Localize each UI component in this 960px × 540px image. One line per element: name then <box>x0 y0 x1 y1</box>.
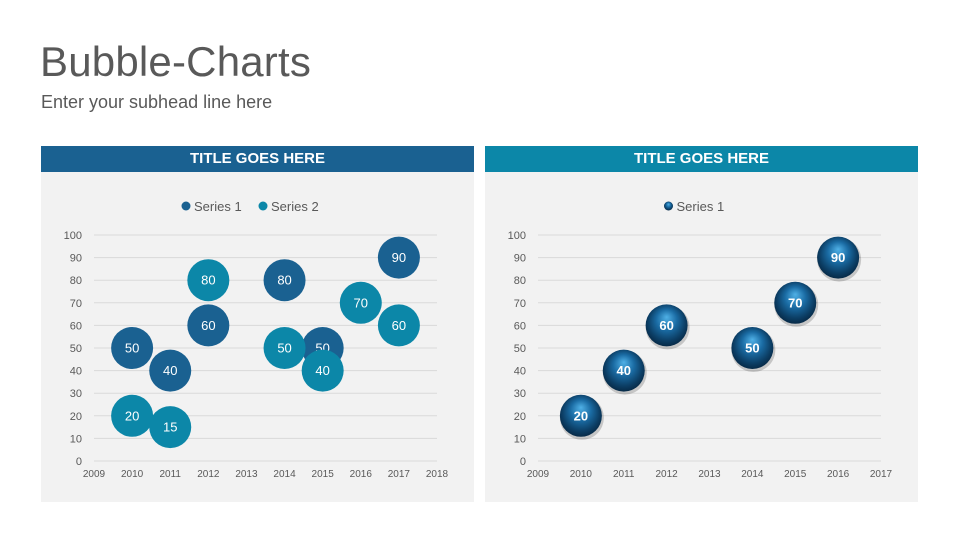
bubble <box>602 349 645 392</box>
y-tick-label: 40 <box>514 366 526 378</box>
bubble <box>645 304 688 347</box>
bubble-data-label: 50 <box>745 341 759 356</box>
x-tick-label: 2015 <box>312 469 335 480</box>
page-subtitle: Enter your subhead line here <box>41 92 273 112</box>
x-tick-label: 2013 <box>235 469 258 480</box>
legend-marker <box>258 201 268 211</box>
y-tick-label: 30 <box>514 388 526 400</box>
bubble-data-label: 20 <box>574 408 588 423</box>
y-tick-label: 50 <box>514 343 526 355</box>
y-tick-label: 90 <box>70 253 82 265</box>
legend-marker <box>181 201 191 211</box>
x-tick-label: 2010 <box>121 469 144 480</box>
bubble <box>817 236 860 279</box>
bubble-chart-right: 0 10 20 30 40 50 60 70 80 90 100 2009 2010 2011 2012 20… <box>508 199 893 480</box>
bubble-data-label: 90 <box>831 250 845 265</box>
bubble-data-label: 80 <box>277 273 291 288</box>
bubble <box>111 327 154 369</box>
bubble <box>339 281 382 324</box>
legend-label: Series 1 <box>194 199 242 214</box>
x-tick-label: 2013 <box>698 469 721 480</box>
bubble-chart-left: 0 10 20 30 40 50 60 70 80 90 100 2009 2010 2011 2012 20… <box>64 199 449 480</box>
bubble-data-label: 80 <box>201 273 215 288</box>
bubble-data-label: 60 <box>392 318 406 333</box>
x-tick-label: 2011 <box>159 469 181 480</box>
chart-panel-left: TITLE GOES HERE 0 10 20 30 40 50 60 70 80 90 100 20… <box>41 146 474 502</box>
bubble <box>301 349 344 392</box>
bubble-data-label: 70 <box>354 295 368 310</box>
x-tick-label: 2009 <box>527 469 550 480</box>
y-tick-label: 100 <box>64 230 82 242</box>
chart-title-right: TITLE GOES HERE <box>485 146 918 172</box>
bubble-data-label: 40 <box>315 363 329 378</box>
bubble-data-label: 60 <box>659 318 673 333</box>
x-tick-label: 2014 <box>273 469 296 480</box>
x-tick-label: 2012 <box>197 469 220 480</box>
bubble <box>263 327 306 369</box>
y-tick-label: 0 <box>76 456 82 468</box>
y-tick-label: 60 <box>514 320 526 332</box>
x-tick-label: 2018 <box>426 469 449 480</box>
bubble-data-label: 40 <box>617 363 631 378</box>
x-tick-label: 2011 <box>613 469 635 480</box>
x-tick-label: 2017 <box>870 469 893 480</box>
y-tick-label: 0 <box>520 456 526 468</box>
y-tick-label: 50 <box>70 343 82 355</box>
x-tick-label: 2016 <box>827 469 850 480</box>
bubble <box>149 349 192 392</box>
x-tick-label: 2012 <box>656 469 679 480</box>
chart-panel-right: TITLE GOES HERE 0 10 20 30 40 50 60 70 80 90 100 20… <box>485 146 918 502</box>
bubble <box>731 327 774 369</box>
y-tick-label: 10 <box>70 433 82 445</box>
legend-label: Series 2 <box>271 199 319 214</box>
bubble <box>774 281 817 324</box>
y-tick-label: 100 <box>508 230 526 242</box>
x-tick-label: 2010 <box>570 469 593 480</box>
legend-label: Series 1 <box>677 199 725 214</box>
bubble <box>187 259 230 302</box>
y-tick-label: 70 <box>70 298 82 310</box>
y-tick-label: 20 <box>514 411 526 423</box>
y-tick-label: 80 <box>70 275 82 287</box>
y-tick-label: 20 <box>70 411 82 423</box>
bubble <box>111 394 154 437</box>
bubble <box>559 394 602 437</box>
bubble <box>149 406 192 449</box>
chart-title-left: TITLE GOES HERE <box>41 146 474 172</box>
bubble-data-label: 90 <box>392 250 406 265</box>
bubble-data-label: 15 <box>163 420 177 435</box>
x-tick-label: 2015 <box>784 469 807 480</box>
x-tick-label: 2016 <box>350 469 373 480</box>
x-tick-label: 2017 <box>388 469 411 480</box>
y-tick-label: 70 <box>514 298 526 310</box>
y-tick-label: 10 <box>514 433 526 445</box>
bubble-data-label: 60 <box>201 318 215 333</box>
bubble <box>377 304 420 347</box>
bubble-data-label: 70 <box>788 295 802 310</box>
bubble-data-label: 50 <box>277 341 291 356</box>
y-tick-label: 90 <box>514 253 526 265</box>
y-tick-label: 60 <box>70 320 82 332</box>
bubble <box>187 304 230 347</box>
bubble-data-label: 20 <box>125 408 139 423</box>
x-tick-label: 2009 <box>83 469 106 480</box>
y-tick-label: 80 <box>514 275 526 287</box>
y-tick-label: 30 <box>70 388 82 400</box>
y-tick-label: 40 <box>70 366 82 378</box>
bubble <box>263 259 306 302</box>
x-tick-label: 2014 <box>741 469 764 480</box>
legend-marker <box>664 201 673 211</box>
bubble-data-label: 50 <box>125 341 139 356</box>
bubble-data-label: 40 <box>163 363 177 378</box>
page-title: Bubble-Charts <box>40 38 312 85</box>
bubble <box>377 236 420 279</box>
